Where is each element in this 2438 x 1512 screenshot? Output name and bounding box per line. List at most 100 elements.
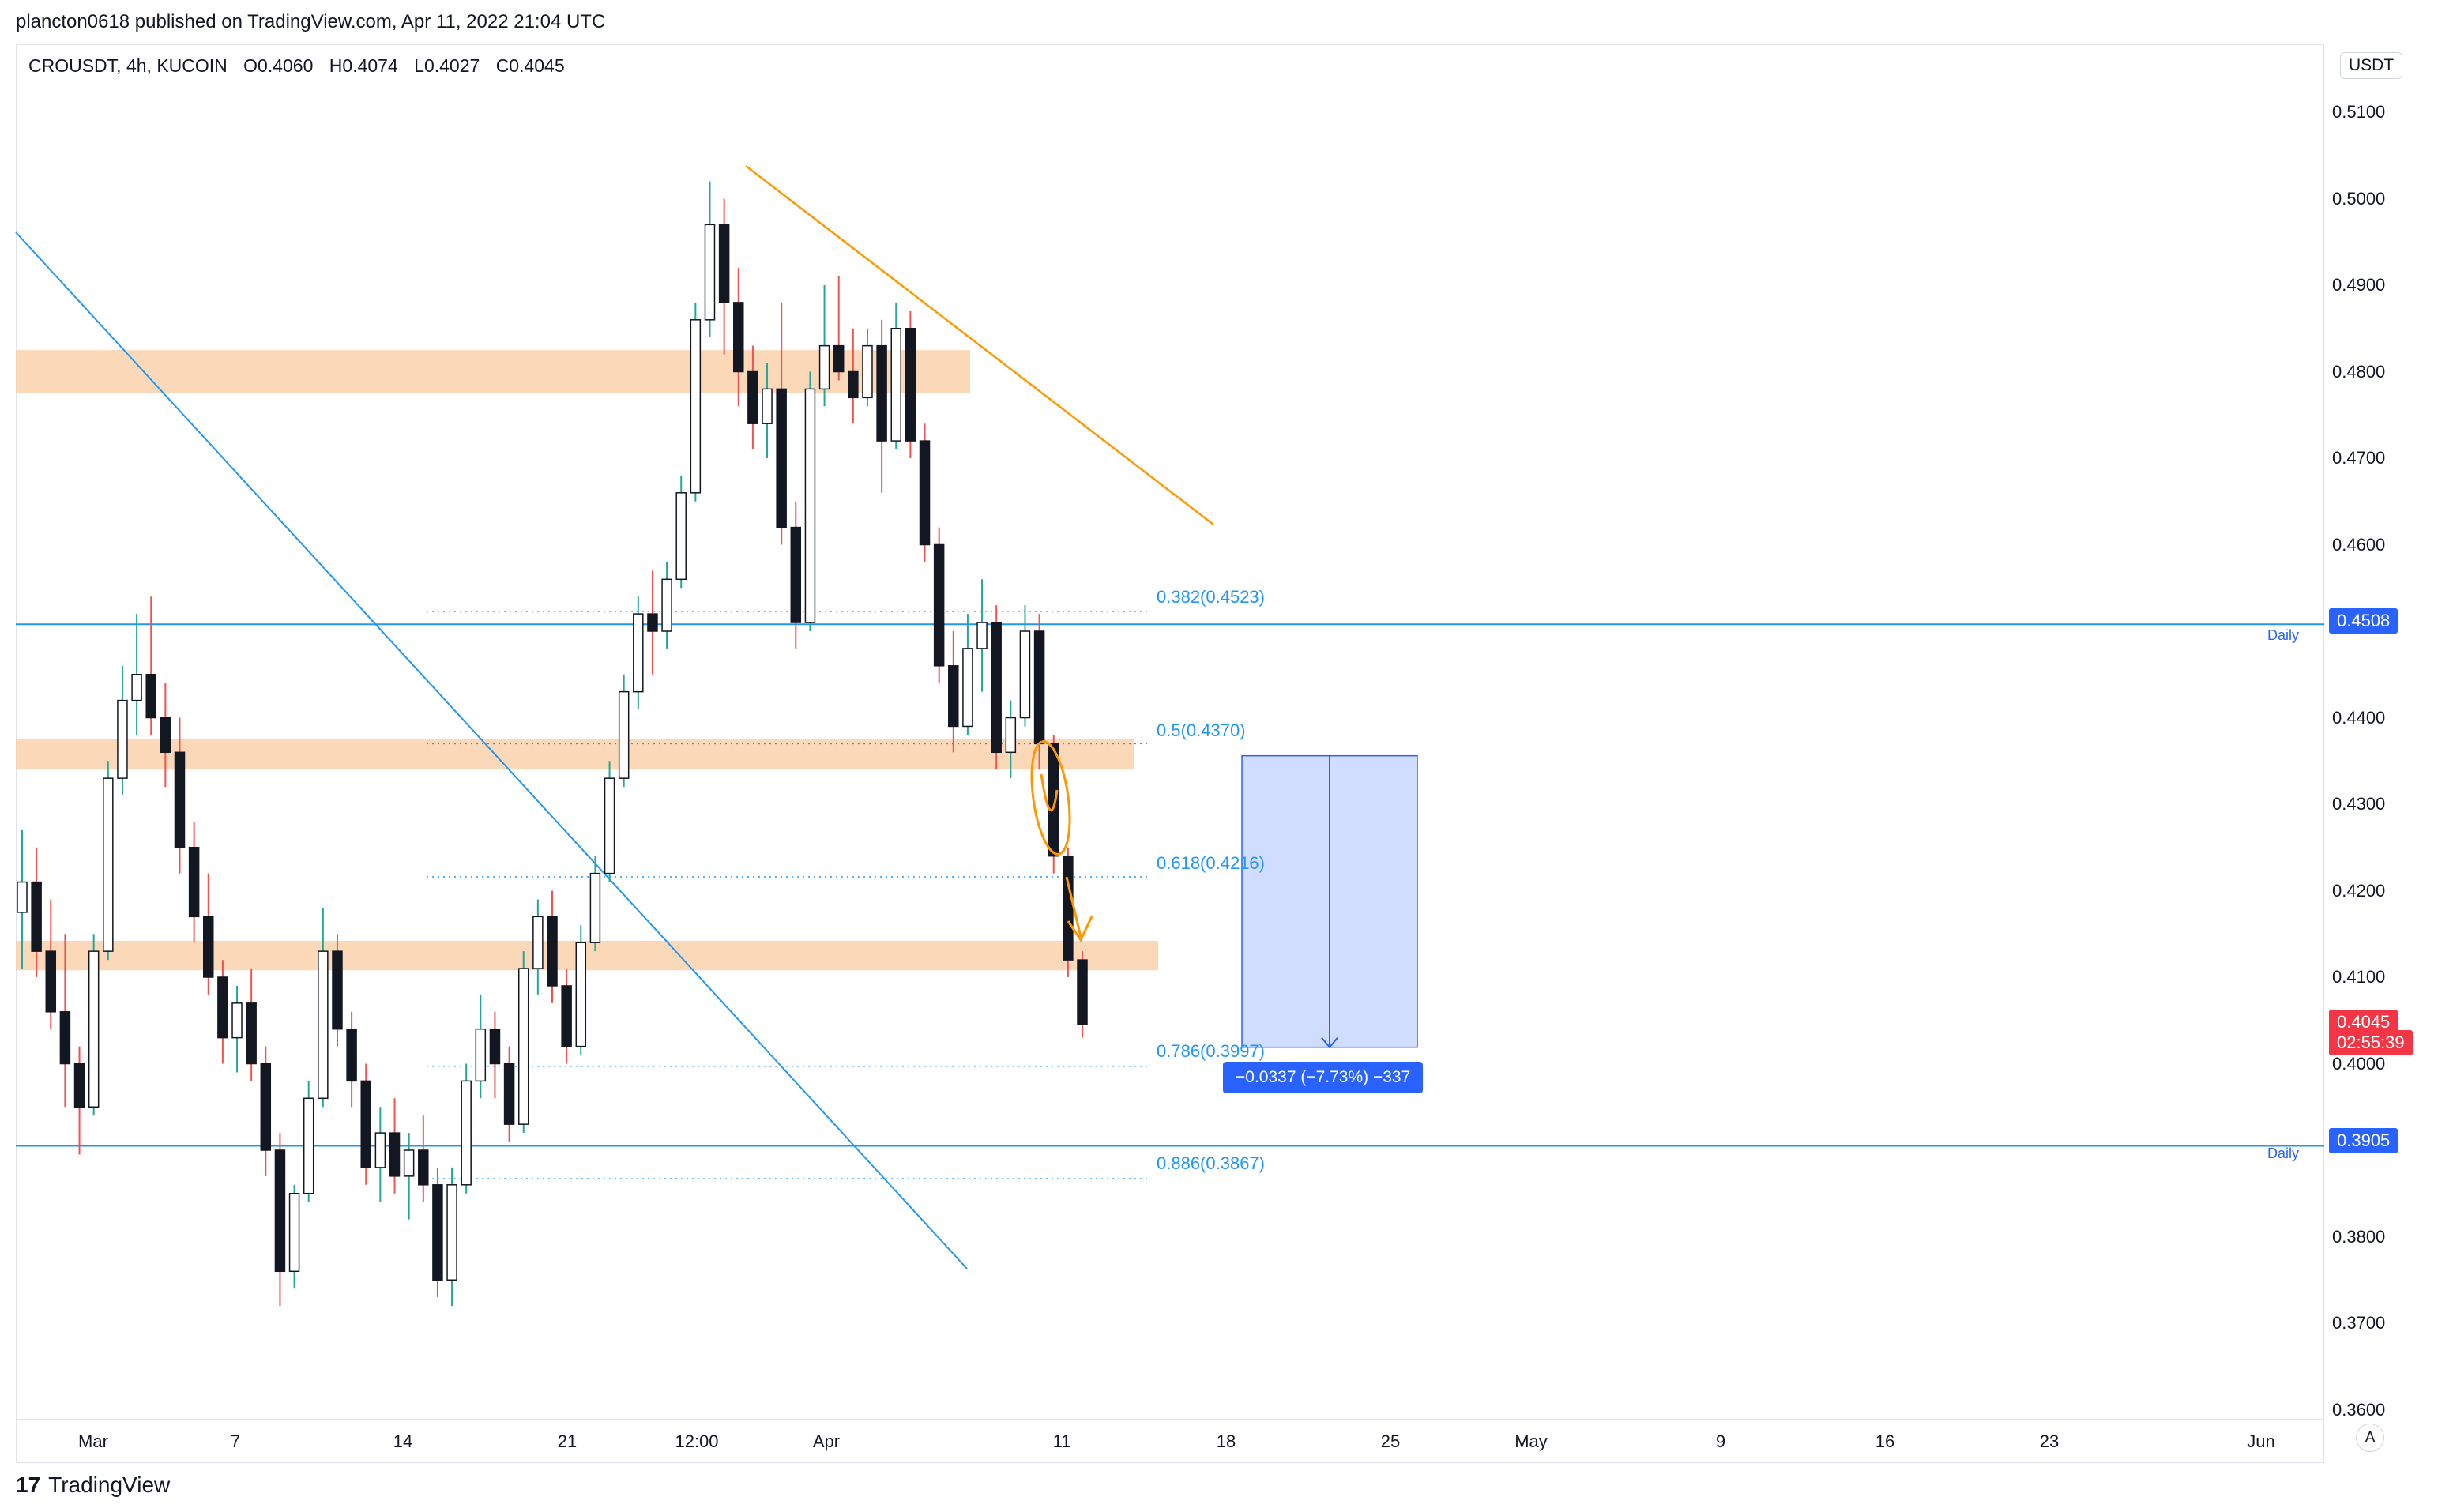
price-axis-tick: 0.4700: [2332, 448, 2386, 468]
candle-body: [31, 881, 42, 952]
support-zone-lower: [16, 941, 1158, 971]
ohlc-open: O0.4060: [243, 55, 314, 76]
candle-body: [575, 942, 587, 1047]
candle-body: [790, 526, 802, 623]
candle-body: [418, 1149, 429, 1186]
candle-body: [17, 881, 28, 913]
price-axis-tick: 0.5000: [2332, 188, 2386, 209]
countdown-tag: 02:55:39: [2329, 1030, 2413, 1055]
candle-body: [1077, 959, 1088, 1025]
resistance-zone-upper: [16, 350, 970, 393]
tradingview-mark-icon: 17: [16, 1473, 41, 1497]
candle-body: [919, 440, 931, 546]
candle-body: [776, 388, 787, 528]
fib-label-0382: 0.382(0.4523): [1157, 587, 1265, 607]
candle-body: [374, 1132, 386, 1168]
candle-body: [360, 1080, 371, 1168]
candle-body: [661, 578, 672, 632]
candle-body: [890, 328, 901, 442]
candle-body: [73, 1063, 85, 1108]
price-axis-tick: 0.4000: [2332, 1053, 2386, 1074]
price-axis-tick: 0.3700: [2332, 1313, 2386, 1333]
tradingview-logo[interactable]: 17 TradingView: [16, 1473, 170, 1498]
candle-body: [618, 690, 630, 779]
candle-body: [403, 1149, 415, 1177]
candle-body: [718, 224, 730, 303]
candle-body: [446, 1184, 457, 1281]
currency-unit-badge[interactable]: USDT: [2340, 52, 2403, 79]
price-axis-tick: 0.4100: [2332, 967, 2386, 987]
candle-body: [389, 1132, 401, 1177]
price-axis-tick: 0.4600: [2332, 534, 2386, 555]
candle-body: [117, 699, 128, 779]
candle-body: [561, 985, 572, 1047]
candle-body: [103, 777, 114, 952]
candle-body: [818, 344, 830, 390]
candle-body: [332, 950, 343, 1030]
time-axis-tick: 11: [1052, 1431, 1071, 1451]
candle-body: [231, 1002, 243, 1039]
highlight-squiggle-annotation: [1040, 773, 1059, 812]
candle-body: [633, 613, 644, 693]
candle-body: [1048, 743, 1059, 857]
fib-label-0618: 0.618(0.4216): [1157, 853, 1265, 873]
time-axis-tick: 9: [1715, 1431, 1726, 1451]
candle-body: [274, 1149, 286, 1273]
daily-high-price-tag: 0.4508: [2329, 608, 2398, 634]
time-axis-tick: 21: [557, 1431, 578, 1451]
time-axis-tick: 7: [230, 1431, 241, 1451]
candle-body: [704, 224, 716, 321]
symbol-pair[interactable]: CROUSDT, 4h, KUCOIN: [28, 55, 228, 76]
time-axis-tick: 12:00: [675, 1431, 719, 1451]
highlight-ellipse-annotation: [1030, 740, 1071, 856]
candle-body: [131, 674, 142, 701]
candle-body: [1063, 855, 1074, 961]
descending-trendline-blue: [15, 231, 968, 1269]
price-range-measure-label[interactable]: −0.0337 (−7.73%) −337: [1223, 1062, 1424, 1093]
candle-body: [503, 1063, 515, 1125]
candle-body: [1005, 717, 1017, 754]
candle-body: [461, 1080, 472, 1186]
down-arrow-head-annotation: [1067, 916, 1093, 943]
candle-body: [288, 1193, 300, 1273]
time-axis[interactable]: [16, 1419, 2324, 1464]
time-axis-tick: Apr: [812, 1431, 841, 1451]
fib-label-0886: 0.886(0.3867): [1157, 1153, 1265, 1173]
daily-level-label-2: Daily: [2267, 1145, 2300, 1161]
candle-body: [59, 1011, 71, 1065]
symbol-info: CROUSDT, 4h, KUCOIN O0.4060 H0.4074 L0.4…: [28, 55, 576, 77]
candle-body: [762, 388, 773, 424]
time-axis-tick: 14: [393, 1431, 413, 1451]
candle-body: [145, 674, 156, 719]
candle-body: [547, 916, 558, 987]
price-axis-tick: 0.4300: [2332, 794, 2386, 814]
candle-body: [318, 950, 329, 1100]
time-axis-tick: 25: [1380, 1431, 1401, 1451]
auto-scale-button[interactable]: A: [2356, 1424, 2384, 1452]
candle-body: [690, 319, 702, 494]
price-axis-tick: 0.4900: [2332, 275, 2386, 295]
down-arrow-annotation: [1065, 876, 1082, 938]
candle-body: [203, 916, 214, 978]
candle-body: [589, 872, 601, 943]
descending-trendline-orange: [745, 165, 1214, 525]
candle-body: [346, 1028, 357, 1082]
price-axis-tick: 0.5100: [2332, 102, 2386, 122]
time-axis-tick: Jun: [2247, 1431, 2275, 1451]
price-axis-tick: 0.4400: [2332, 707, 2386, 728]
daily-level-label-1: Daily: [2267, 627, 2300, 643]
measure-arrow-head: [1321, 1037, 1338, 1049]
candle-body: [733, 302, 744, 373]
publish-header: plancton0618 published on TradingView.co…: [16, 11, 606, 32]
candle-body: [833, 344, 845, 373]
price-axis-tick: 0.4200: [2332, 880, 2386, 901]
candle-body: [517, 968, 529, 1125]
candle-body: [432, 1184, 443, 1281]
candle-body: [933, 543, 945, 667]
ohlc-close: C0.4045: [495, 55, 565, 76]
price-axis-tick: 0.3800: [2332, 1226, 2386, 1247]
candle-body: [876, 344, 887, 442]
candle-body: [188, 847, 200, 918]
time-axis-tick: 23: [2039, 1431, 2060, 1451]
